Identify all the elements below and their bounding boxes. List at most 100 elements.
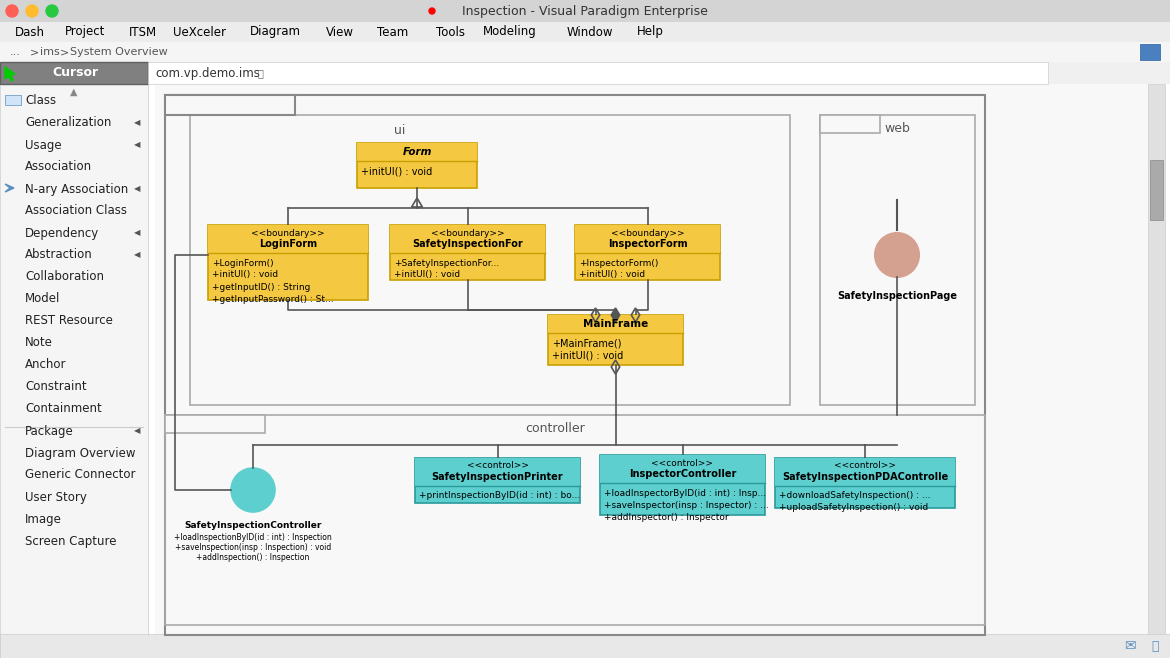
FancyBboxPatch shape bbox=[0, 62, 147, 84]
FancyBboxPatch shape bbox=[390, 225, 545, 280]
Text: Abstraction: Abstraction bbox=[25, 249, 92, 261]
Text: Usage: Usage bbox=[25, 138, 62, 151]
Circle shape bbox=[26, 5, 37, 17]
Text: View: View bbox=[326, 26, 355, 39]
Text: web: web bbox=[885, 122, 910, 134]
Text: SafetyInspectionController: SafetyInspectionController bbox=[185, 520, 322, 530]
Text: Constraint: Constraint bbox=[25, 380, 87, 393]
Text: <<boundary>>: <<boundary>> bbox=[431, 228, 504, 238]
FancyBboxPatch shape bbox=[415, 458, 580, 503]
Text: Tools: Tools bbox=[435, 26, 464, 39]
Text: ◀: ◀ bbox=[133, 184, 140, 193]
FancyBboxPatch shape bbox=[165, 415, 264, 433]
Text: SafetyInspectionFor: SafetyInspectionFor bbox=[412, 239, 523, 249]
FancyBboxPatch shape bbox=[1140, 44, 1159, 60]
Text: SafetyInspectionPrinter: SafetyInspectionPrinter bbox=[432, 472, 563, 482]
Polygon shape bbox=[5, 184, 14, 192]
Circle shape bbox=[46, 5, 59, 17]
Text: +downloadSafetyInspection() : ...: +downloadSafetyInspection() : ... bbox=[779, 492, 930, 501]
FancyBboxPatch shape bbox=[208, 225, 369, 253]
Text: ...: ... bbox=[11, 47, 21, 57]
FancyBboxPatch shape bbox=[574, 225, 720, 253]
Text: ITSM: ITSM bbox=[129, 26, 157, 39]
Text: Anchor: Anchor bbox=[25, 359, 67, 372]
Text: Project: Project bbox=[64, 26, 105, 39]
Text: Dependency: Dependency bbox=[25, 226, 99, 240]
FancyBboxPatch shape bbox=[0, 22, 1170, 42]
FancyBboxPatch shape bbox=[574, 225, 720, 280]
Text: REST Resource: REST Resource bbox=[25, 315, 112, 328]
Text: ▼: ▼ bbox=[70, 641, 77, 651]
Text: Team: Team bbox=[378, 26, 408, 39]
FancyBboxPatch shape bbox=[600, 455, 765, 483]
Text: +initUI() : void: +initUI() : void bbox=[579, 270, 645, 280]
FancyBboxPatch shape bbox=[775, 458, 955, 508]
FancyBboxPatch shape bbox=[1150, 160, 1163, 220]
Text: Window: Window bbox=[566, 26, 613, 39]
FancyBboxPatch shape bbox=[5, 95, 21, 105]
Text: 📄: 📄 bbox=[1151, 640, 1158, 653]
Text: ◀: ◀ bbox=[133, 141, 140, 149]
FancyBboxPatch shape bbox=[820, 115, 880, 133]
Text: InspectorForm: InspectorForm bbox=[607, 239, 687, 249]
Text: MainFrame: MainFrame bbox=[583, 319, 648, 329]
Text: Class: Class bbox=[25, 95, 56, 107]
Text: Dash: Dash bbox=[15, 26, 44, 39]
Text: ✉: ✉ bbox=[1124, 639, 1136, 653]
Text: Diagram: Diagram bbox=[249, 26, 301, 39]
Text: Screen Capture: Screen Capture bbox=[25, 534, 117, 547]
Text: Containment: Containment bbox=[25, 403, 102, 415]
Text: ◀: ◀ bbox=[133, 251, 140, 259]
FancyBboxPatch shape bbox=[415, 458, 580, 486]
Text: +saveInspector(insp : Inspector) : ...: +saveInspector(insp : Inspector) : ... bbox=[604, 501, 769, 509]
Text: Modeling: Modeling bbox=[483, 26, 537, 39]
Text: +initUI() : void: +initUI() : void bbox=[552, 350, 624, 360]
Text: +MainFrame(): +MainFrame() bbox=[552, 338, 621, 348]
Text: +printInspectionByID(id : int) : bo...: +printInspectionByID(id : int) : bo... bbox=[419, 492, 580, 501]
Text: +uploadSafetyInspection() : void: +uploadSafetyInspection() : void bbox=[779, 503, 928, 513]
Text: >: > bbox=[60, 47, 69, 57]
FancyBboxPatch shape bbox=[147, 62, 1048, 84]
Text: +SafetyInspectionFor...: +SafetyInspectionFor... bbox=[394, 259, 500, 268]
Text: +InspectorForm(): +InspectorForm() bbox=[579, 259, 659, 268]
Text: com.vp.demo.ims: com.vp.demo.ims bbox=[154, 66, 260, 80]
Text: <<control>>: <<control>> bbox=[834, 461, 896, 470]
Text: controller: controller bbox=[525, 422, 585, 434]
Text: +initUI() : void: +initUI() : void bbox=[212, 270, 278, 280]
Circle shape bbox=[875, 233, 918, 277]
FancyBboxPatch shape bbox=[600, 455, 765, 515]
Text: <<boundary>>: <<boundary>> bbox=[252, 228, 325, 238]
Text: Association Class: Association Class bbox=[25, 205, 128, 218]
FancyBboxPatch shape bbox=[0, 634, 1170, 658]
Text: LoginForm: LoginForm bbox=[259, 239, 317, 249]
Circle shape bbox=[6, 5, 18, 17]
Text: System Overview: System Overview bbox=[70, 47, 167, 57]
Text: +LoginForm(): +LoginForm() bbox=[212, 259, 274, 268]
Text: ◀: ◀ bbox=[133, 426, 140, 436]
Circle shape bbox=[230, 468, 275, 512]
Text: +loadInspectorByID(id : int) : Insp...: +loadInspectorByID(id : int) : Insp... bbox=[604, 488, 766, 497]
Text: UeXceler: UeXceler bbox=[173, 26, 227, 39]
Text: Inspection - Visual Paradigm Enterprise: Inspection - Visual Paradigm Enterprise bbox=[462, 5, 708, 18]
Text: Association: Association bbox=[25, 161, 92, 174]
Text: Diagram Overview: Diagram Overview bbox=[25, 447, 136, 459]
Circle shape bbox=[429, 8, 435, 14]
Text: +getInputID() : String: +getInputID() : String bbox=[212, 282, 310, 291]
FancyBboxPatch shape bbox=[1148, 84, 1165, 642]
Text: InspectorController: InspectorController bbox=[628, 469, 736, 479]
Text: Package: Package bbox=[25, 424, 74, 438]
Text: N-ary Association: N-ary Association bbox=[25, 182, 129, 195]
Text: +initUI() : void: +initUI() : void bbox=[362, 166, 432, 176]
Text: Note: Note bbox=[25, 336, 53, 349]
Polygon shape bbox=[611, 308, 620, 322]
Text: >: > bbox=[30, 47, 40, 57]
FancyBboxPatch shape bbox=[0, 42, 1170, 62]
Text: Image: Image bbox=[25, 513, 62, 526]
Text: ◀: ◀ bbox=[133, 118, 140, 128]
Text: ui: ui bbox=[394, 124, 406, 136]
Text: +addInspection() : Inspection: +addInspection() : Inspection bbox=[197, 553, 310, 561]
Text: +saveInspection(insp : Inspection) : void: +saveInspection(insp : Inspection) : voi… bbox=[174, 542, 331, 551]
Text: ◀: ◀ bbox=[133, 228, 140, 238]
Text: <<control>>: <<control>> bbox=[652, 459, 714, 467]
FancyBboxPatch shape bbox=[0, 0, 1170, 22]
